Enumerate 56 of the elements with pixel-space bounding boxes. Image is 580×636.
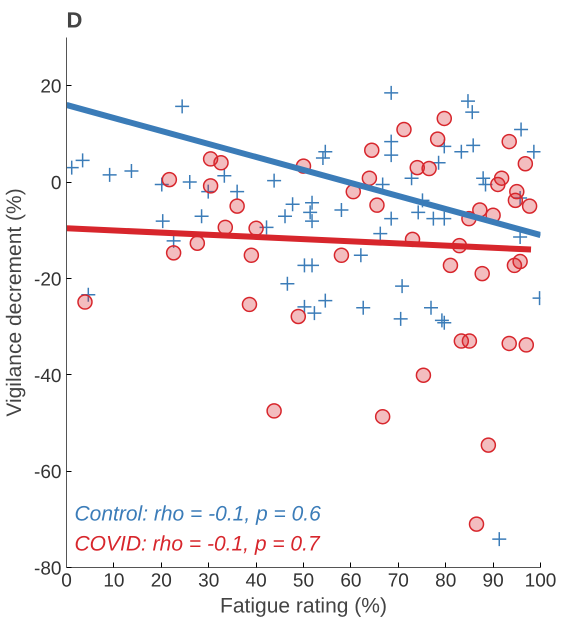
- point: [436, 110, 452, 126]
- y-tick-label: -20: [34, 269, 62, 290]
- point: [468, 516, 484, 532]
- point: [248, 220, 264, 236]
- x-tick-label: 60: [340, 570, 362, 592]
- point: [334, 248, 350, 264]
- point: [364, 142, 380, 158]
- point: [490, 176, 506, 192]
- point: [430, 131, 446, 147]
- point: [462, 333, 478, 349]
- x-tick-label: 90: [482, 570, 504, 592]
- x-tick-label: 10: [103, 570, 124, 592]
- x-tick-label: 100: [524, 570, 556, 592]
- point: [518, 337, 534, 353]
- chart-title: D: [66, 8, 82, 32]
- point: [508, 192, 524, 208]
- y-tick-label: 0: [50, 173, 62, 194]
- point: [416, 368, 432, 383]
- x-tick-label: 20: [150, 570, 172, 592]
- y-tick-label: -80: [34, 558, 62, 580]
- point: [501, 336, 517, 352]
- x-tick-label: 50: [292, 570, 314, 592]
- point: [506, 258, 522, 274]
- point: [396, 122, 412, 138]
- point: [369, 197, 385, 213]
- point: [202, 178, 218, 194]
- x-axis-title: Fatigue rating (%): [220, 594, 387, 618]
- y-tick-label: -60: [34, 462, 62, 484]
- y-tick-label: -40: [34, 366, 62, 387]
- point: [480, 437, 496, 453]
- point: [374, 408, 390, 424]
- point: [362, 170, 378, 186]
- point: [421, 160, 437, 176]
- point: [522, 198, 538, 214]
- y-tick-label: 20: [40, 76, 62, 98]
- point: [290, 308, 306, 324]
- x-tick-label: 30: [198, 570, 220, 592]
- point: [190, 236, 206, 251]
- point: [162, 172, 178, 188]
- point: [501, 134, 517, 150]
- point: [266, 403, 282, 419]
- point: [244, 248, 260, 264]
- x-tick-label: 80: [435, 570, 456, 592]
- x-tick-label: 40: [246, 570, 267, 592]
- point: [166, 245, 182, 261]
- annotation: COVID: rho = -0.1, p = 0.7: [74, 532, 321, 556]
- point: [518, 156, 534, 172]
- point: [242, 296, 258, 312]
- x-tick-label: 70: [388, 570, 409, 592]
- point: [229, 198, 245, 214]
- point: [442, 258, 458, 274]
- point: [474, 266, 490, 282]
- annotation: Control: rho = -0.1, p = 0.6: [74, 502, 322, 526]
- y-axis-title: Vigilance decrement (%): [3, 188, 26, 417]
- point: [213, 155, 229, 171]
- point: [77, 294, 93, 310]
